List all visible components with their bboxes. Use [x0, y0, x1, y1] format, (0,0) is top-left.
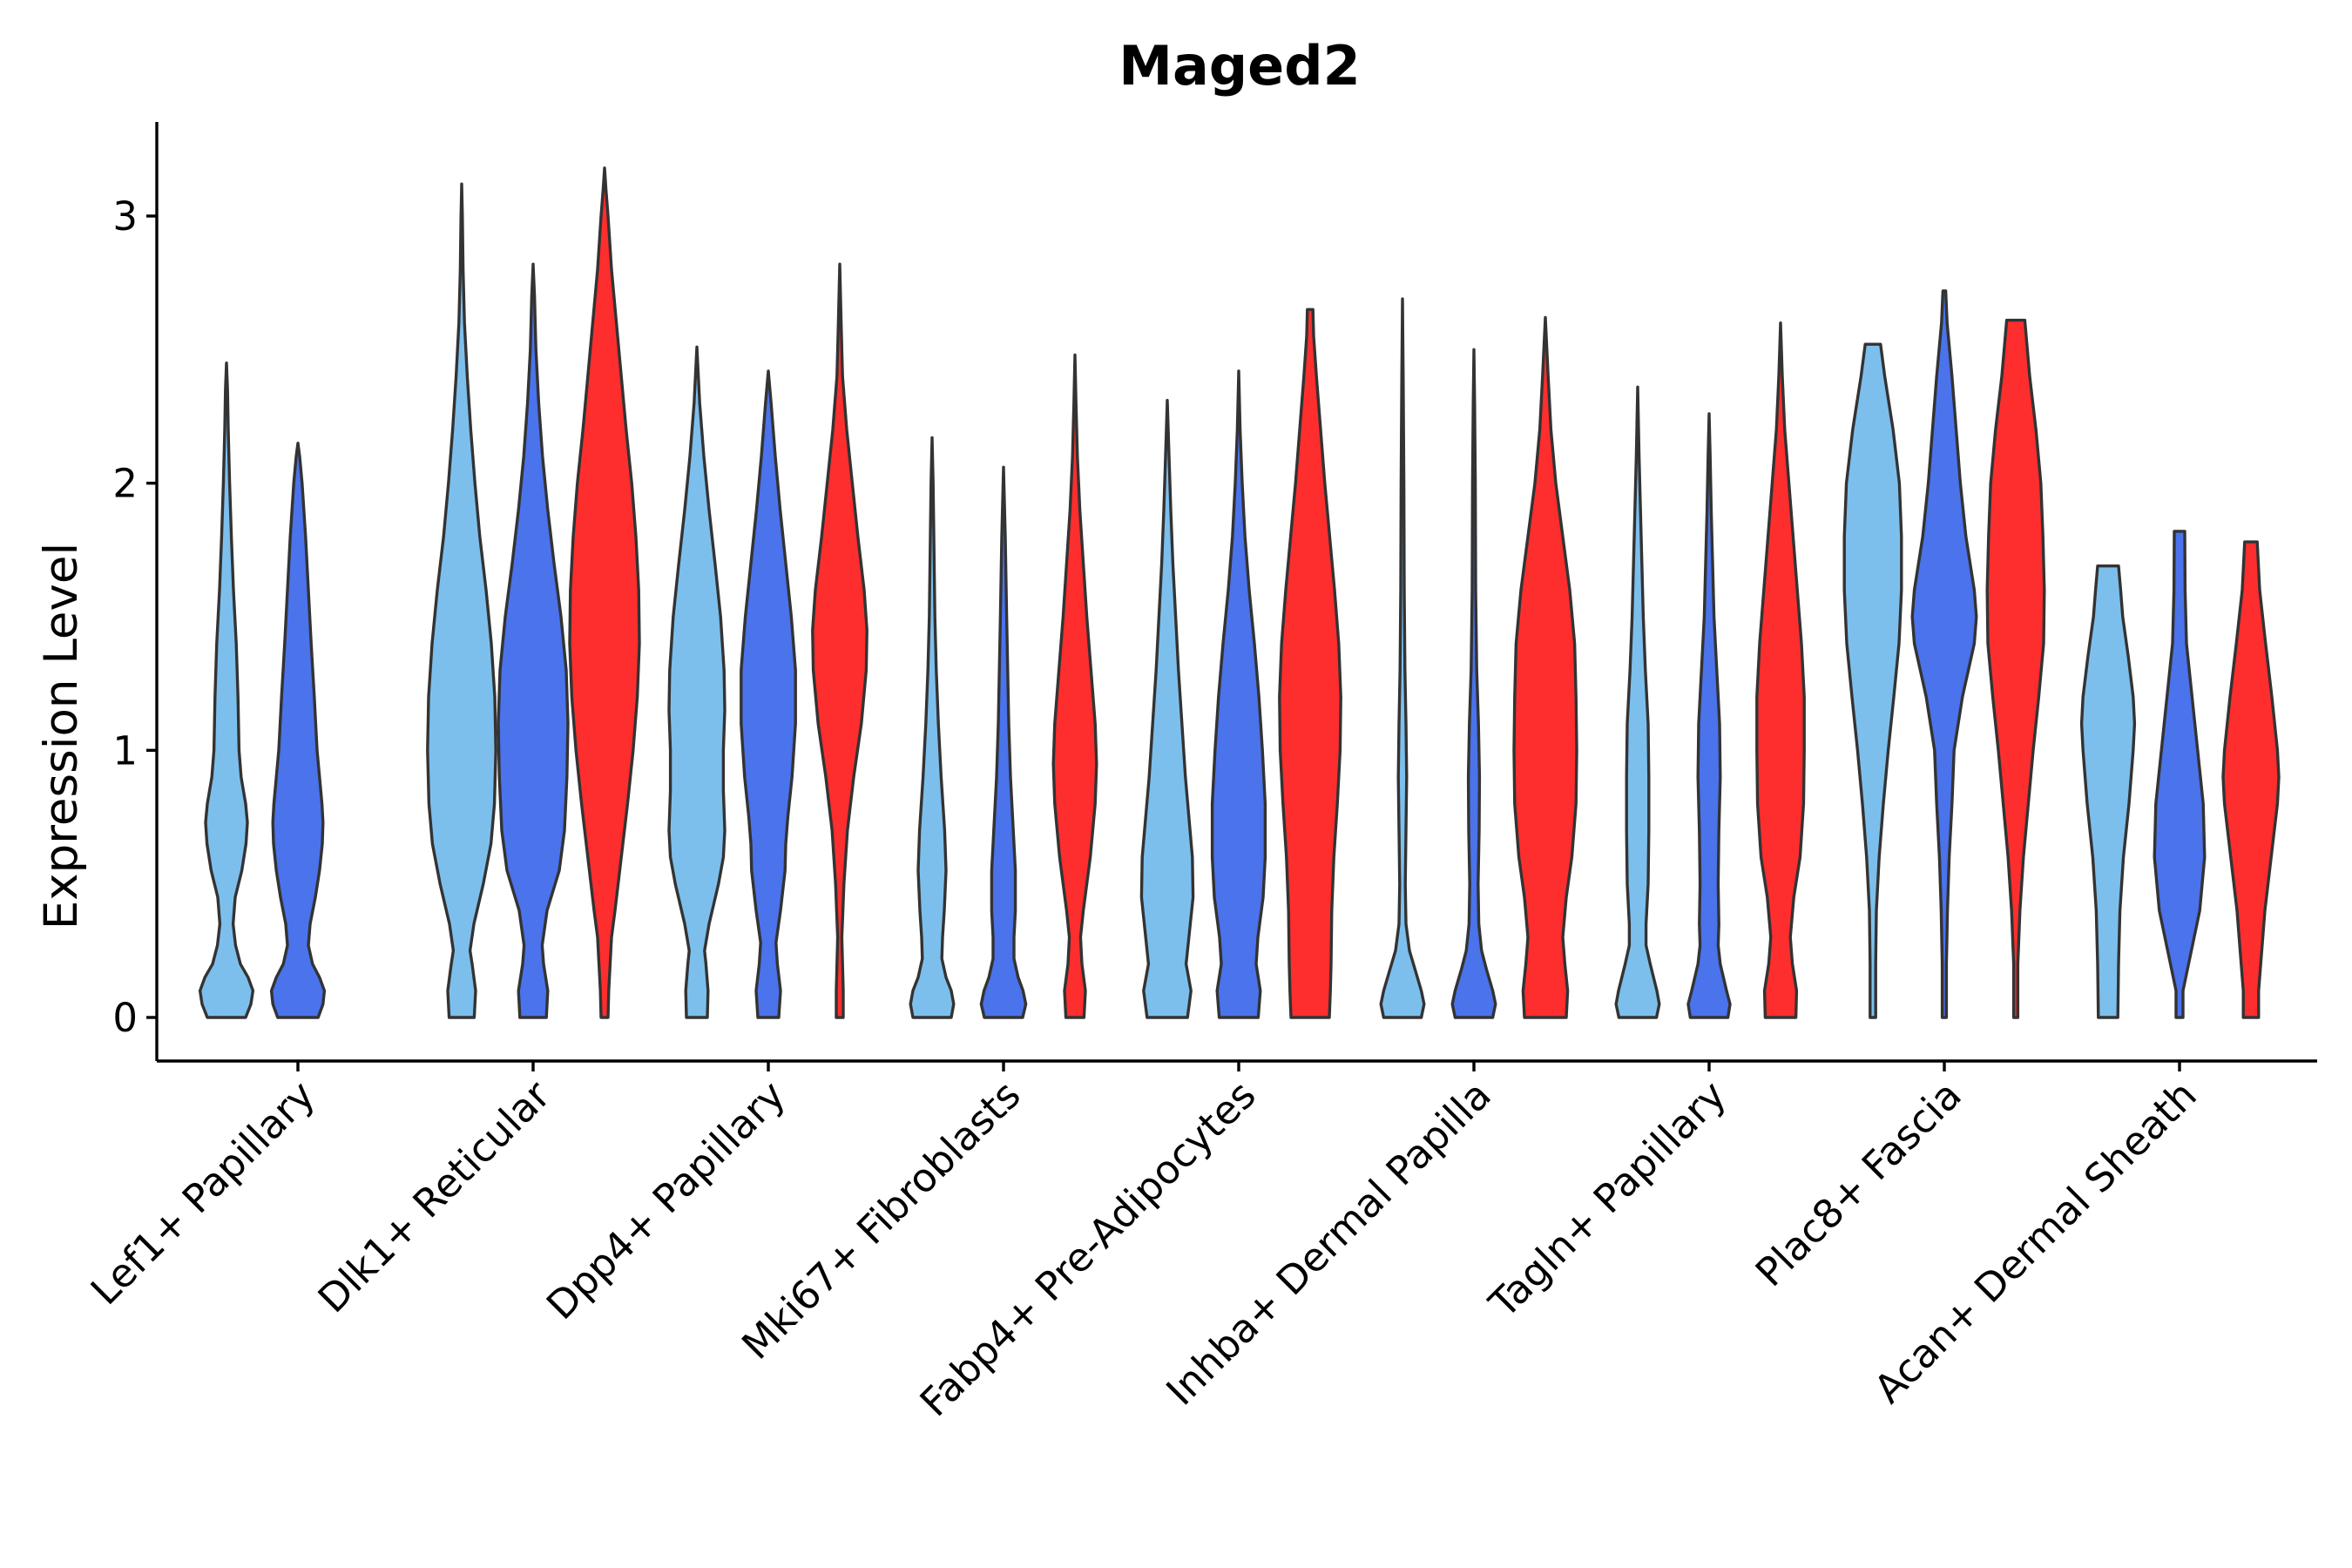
y-tick-label-3: 3 — [112, 193, 138, 240]
violin-4-0 — [1139, 398, 1195, 1019]
violin-1-0 — [426, 182, 497, 1019]
y-axis-title: Expression Level — [35, 543, 88, 929]
violin-5-2 — [1512, 315, 1578, 1019]
violin-4-1 — [1210, 369, 1267, 1019]
x-tick-label-0: Lef1+ Papillary — [82, 1071, 324, 1314]
violin-6-1 — [1686, 412, 1732, 1019]
violin-2-1 — [740, 369, 797, 1019]
violin-6-2 — [1755, 321, 1806, 1019]
x-tick-label-7: Plac8+ Fascia — [1747, 1071, 1970, 1295]
violin-3-0 — [909, 436, 956, 1019]
violin-2-2 — [811, 262, 868, 1019]
violin-4-2 — [1278, 308, 1342, 1019]
violin-7-1 — [1910, 289, 1978, 1019]
violin-8-1 — [2153, 530, 2207, 1019]
violin-7-2 — [1985, 318, 2046, 1019]
y-tick-label-1: 1 — [112, 727, 138, 774]
violin-5-0 — [1379, 297, 1426, 1019]
violin-1-2 — [568, 166, 641, 1019]
violin-3-1 — [979, 465, 1028, 1019]
x-tick-label-6: Tagln+ Papillary — [1480, 1071, 1735, 1327]
y-tick-label-0: 0 — [112, 995, 138, 1041]
x-tick-label-1: Dlk1+ Reticular — [309, 1071, 559, 1321]
chart-title: Maged2 — [1119, 34, 1361, 98]
violin-5-1 — [1450, 348, 1497, 1019]
y-tick-label-2: 2 — [112, 461, 138, 507]
violins-group — [198, 166, 2281, 1019]
violin-2-0 — [667, 345, 727, 1019]
violin-8-0 — [2079, 564, 2137, 1019]
violin-8-2 — [2221, 540, 2281, 1019]
violin-7-0 — [1842, 342, 1903, 1019]
x-tick-label-2: Dpp4+ Papillary — [537, 1071, 794, 1328]
violin-0-1 — [269, 442, 327, 1019]
violin-3-2 — [1051, 353, 1098, 1019]
violin-0-0 — [198, 362, 255, 1019]
violin-1-1 — [497, 262, 570, 1019]
violin-6-0 — [1614, 385, 1661, 1019]
